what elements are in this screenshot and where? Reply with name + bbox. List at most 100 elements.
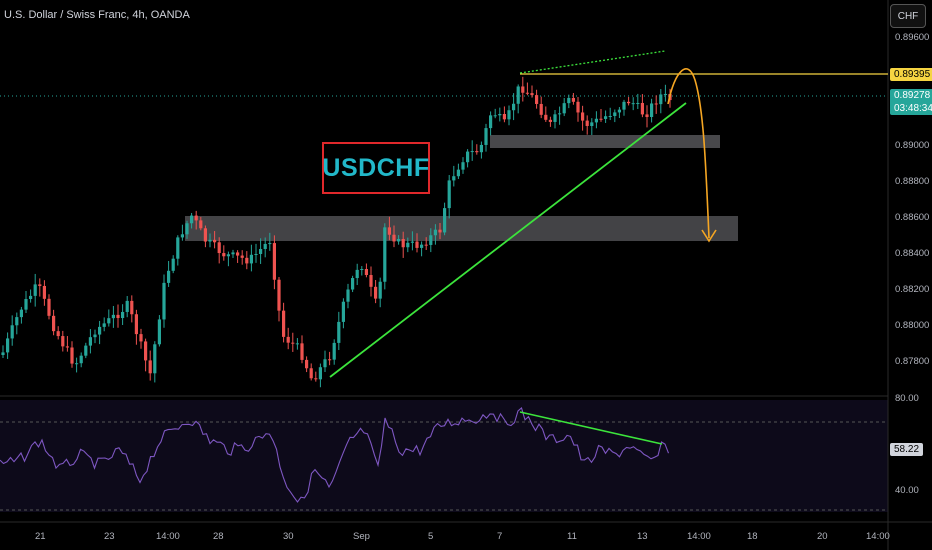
candle-body (567, 97, 571, 104)
candle-body (438, 229, 442, 233)
time-tick: 13 (637, 531, 648, 542)
candle-body (203, 228, 207, 242)
time-tick: 21 (35, 531, 46, 542)
candle-body (121, 311, 125, 319)
rsi-line (0, 407, 670, 503)
candle-body (401, 238, 405, 248)
candle-body (153, 344, 157, 374)
candle-body (466, 151, 470, 163)
candle-body (645, 114, 649, 117)
time-tick: 5 (428, 531, 434, 542)
candle-body (576, 101, 580, 113)
candle-body (364, 269, 368, 276)
candle-body (355, 269, 359, 279)
candle-body (259, 248, 263, 254)
candle-body (475, 151, 479, 153)
price-tick: 0.88200 (895, 284, 930, 295)
candle-body (571, 97, 575, 102)
candle-body (360, 269, 364, 271)
candle-body (627, 101, 631, 104)
candle-body (70, 347, 74, 364)
candle-body (79, 355, 83, 364)
candlesticks (1, 76, 672, 388)
candle-body (157, 319, 161, 345)
candle-body (98, 326, 102, 335)
candle-body (650, 103, 654, 117)
support-zone-upper (490, 135, 720, 148)
candle-body (341, 301, 345, 322)
candle-body (249, 254, 253, 264)
candle-body (525, 92, 529, 94)
candle-body (226, 254, 230, 257)
candle-body (429, 235, 433, 245)
candle-body (19, 309, 23, 318)
candle-body (507, 110, 511, 120)
candle-body (585, 120, 589, 126)
candle-body (295, 343, 299, 345)
candle-body (631, 103, 635, 105)
currency-button[interactable]: CHF (890, 4, 926, 28)
candle-body (663, 93, 667, 95)
price-tick: 0.89600 (895, 32, 930, 43)
candle-body (134, 314, 138, 335)
chart-title: U.S. Dollar / Swiss Franc, 4h, OANDA (4, 9, 190, 21)
candle-body (263, 243, 267, 249)
candle-body (139, 334, 143, 342)
candle-body (346, 289, 350, 302)
candle-body (130, 300, 134, 315)
time-tick: 14:00 (687, 531, 711, 542)
candle-body (654, 103, 658, 105)
candle-body (599, 118, 603, 120)
candle-body (29, 295, 33, 300)
price-tick: 0.88800 (895, 176, 930, 187)
candle-body (236, 252, 240, 256)
candle-body (162, 282, 166, 320)
candle-body (240, 255, 244, 258)
candle-body (231, 252, 235, 255)
candle-body (282, 310, 286, 337)
candle-body (6, 338, 10, 353)
candle-body (374, 286, 378, 299)
candle-body (56, 331, 60, 337)
candle-body (125, 300, 129, 312)
current-price-label: 0.89278 (890, 89, 932, 102)
candle-body (88, 337, 92, 346)
candle-body (309, 368, 313, 379)
candle-body (148, 360, 152, 374)
candle-body (535, 95, 539, 104)
candle-body (167, 270, 171, 283)
candle-body (199, 220, 203, 229)
candle-body (387, 227, 391, 235)
rsi-value-label: 58.22 (890, 443, 924, 456)
candle-body (194, 215, 198, 221)
candle-body (461, 162, 465, 170)
candle-body (502, 114, 506, 120)
candle-body (558, 113, 562, 115)
rsi-tick-lower: 40.00 (895, 485, 919, 496)
candle-body (208, 239, 212, 242)
candle-body (217, 242, 221, 254)
candle-body (521, 86, 525, 93)
candle-body (392, 234, 396, 242)
price-tick: 0.87800 (895, 356, 930, 367)
candle-body (10, 325, 14, 339)
time-tick: 28 (213, 531, 224, 542)
candle-body (272, 243, 276, 280)
candle-body (332, 342, 336, 360)
candle-body (415, 241, 419, 248)
candle-body (15, 317, 19, 326)
candle-body (516, 86, 520, 104)
candle-body (318, 367, 322, 380)
candle-body (640, 102, 644, 115)
candle-body (52, 315, 56, 332)
time-tick: 18 (747, 531, 758, 542)
candle-body (539, 103, 543, 115)
candle-body (116, 314, 120, 319)
support-zone-lower (185, 216, 738, 241)
candle-body (406, 242, 410, 248)
candle-body (84, 345, 88, 356)
candle-body (498, 114, 502, 116)
candle-body (38, 284, 42, 286)
candle-body (351, 278, 355, 290)
